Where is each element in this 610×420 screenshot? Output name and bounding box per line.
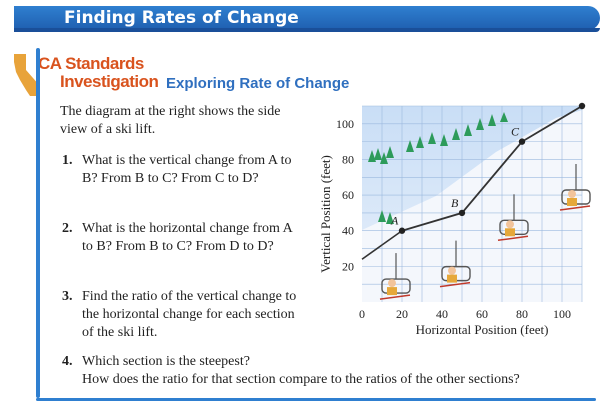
- intro-text: The diagram at the right shows the side …: [60, 104, 281, 137]
- x-tick-label: 20: [396, 307, 408, 321]
- chair-icon: [497, 194, 529, 242]
- investigation-title: Exploring Rate of Change: [166, 75, 350, 92]
- x-tick-label: 0: [359, 307, 365, 321]
- question-text: What is the vertical change from A to B?…: [82, 153, 292, 186]
- x-axis-label: Horizontal Position (feet): [416, 322, 549, 337]
- question-3: 3. Find the ratio of the vertical change …: [62, 288, 312, 342]
- section-banner: [14, 6, 600, 30]
- skier-body: [447, 274, 457, 283]
- question-number: 3.: [62, 289, 73, 304]
- grid: [362, 105, 583, 302]
- ski: [497, 235, 529, 242]
- left-rule: [36, 48, 40, 398]
- california-icon: [14, 54, 40, 96]
- point-a: [398, 227, 406, 234]
- x-tick-label: 80: [516, 307, 528, 321]
- chair-icon: [559, 164, 591, 211]
- point-d: [578, 102, 586, 110]
- chairs: [379, 164, 591, 300]
- x-tick-label: 40: [436, 307, 448, 321]
- point-c: [518, 138, 526, 145]
- ski: [559, 205, 591, 211]
- skier-body: [567, 198, 577, 206]
- cable-line: [401, 105, 583, 232]
- point-label-b: B: [451, 196, 459, 210]
- mountain-slope: [362, 110, 582, 302]
- investigation-label: Investigation: [60, 72, 159, 91]
- bottom-rule: [36, 398, 596, 401]
- skier-head: [506, 220, 514, 229]
- axes: 20 40 60 80 100 0 20 40 60 80 100 Horizontal Positi…: [318, 117, 571, 337]
- chair-icon: [439, 240, 471, 288]
- y-axis-label: Vertical Position (feet): [318, 155, 333, 273]
- skier-body: [505, 228, 515, 237]
- ski: [379, 294, 411, 300]
- question-text-2: How does the ratio for that section comp…: [82, 372, 520, 387]
- question-2: 2. What is the horizontal change from A t…: [62, 220, 312, 256]
- skier-head: [388, 279, 396, 288]
- question-number: 4.: [62, 354, 73, 369]
- ski-lift-chart: A B C D 20 40 60 80 100 0 20 40 60 80 100 Horizontal P…: [318, 100, 591, 337]
- cable-lead: [361, 230, 403, 260]
- standards-label: CA Standards: [38, 54, 144, 73]
- ski: [439, 281, 471, 288]
- question-text: What is the horizontal change from A to …: [82, 221, 292, 254]
- chair-icon: [379, 253, 411, 300]
- y-tick-label: 20: [342, 259, 354, 273]
- y-tick-label: 80: [342, 152, 354, 166]
- point-b: [458, 209, 466, 217]
- question-number: 1.: [62, 153, 73, 168]
- question-text: Which section is the steepest?: [82, 354, 250, 369]
- question-text: Find the ratio of the vertical change to…: [82, 289, 297, 340]
- y-tick-label: 40: [342, 224, 354, 238]
- point-label-d: D: [570, 100, 580, 103]
- banner-title: Finding Rates of Change: [64, 8, 299, 28]
- tree-cluster: [368, 112, 508, 224]
- point-label-c: C: [511, 125, 520, 139]
- y-tick-label: 100: [336, 117, 354, 131]
- point-label-a: A: [390, 214, 399, 228]
- skier-body: [387, 287, 397, 296]
- skier-head: [448, 266, 456, 275]
- lift-cable: A B C D: [361, 100, 586, 260]
- y-tick-label: 60: [342, 188, 354, 202]
- question-1: 1. What is the vertical change from A to …: [62, 152, 312, 188]
- x-tick-label: 60: [476, 307, 488, 321]
- question-number: 2.: [62, 221, 73, 236]
- skier-head: [568, 190, 576, 198]
- banner-shadow: [14, 28, 600, 32]
- question-4: 4. Which section is the steepest? How does…: [62, 353, 592, 389]
- x-tick-label: 100: [553, 307, 571, 321]
